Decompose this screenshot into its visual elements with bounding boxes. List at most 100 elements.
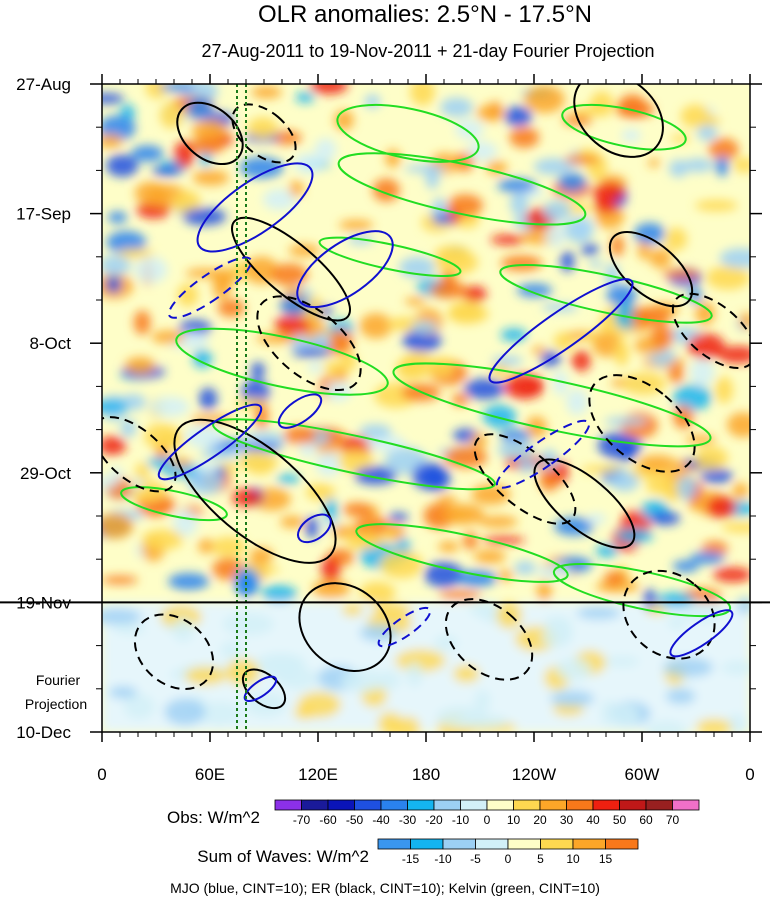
projection-patch — [164, 698, 206, 726]
mjo-contour — [167, 256, 253, 319]
colorbar-swatch — [377, 838, 411, 850]
anomaly-patch — [637, 238, 651, 261]
projection-patch — [736, 596, 750, 615]
anomaly-patch — [410, 84, 436, 106]
anomaly-patch — [557, 172, 587, 192]
er-contour — [133, 613, 215, 691]
x-tick-label: 60E — [195, 765, 225, 784]
colorbar-swatch — [672, 799, 700, 811]
anomaly-patch — [541, 303, 579, 312]
anomaly-patch — [708, 138, 739, 161]
anomaly-patch — [630, 307, 672, 326]
er-contour — [444, 598, 534, 681]
anomaly-patch — [466, 141, 498, 161]
anomaly-patch — [400, 351, 435, 379]
colorbar-tick-label: 60 — [639, 813, 653, 827]
anomaly-patch — [706, 495, 737, 519]
mjo-contour — [296, 230, 394, 309]
wave-colorbar-label: Sum of Waves: W/m^2 — [197, 847, 369, 866]
anomaly-patch — [231, 488, 263, 507]
anomaly-patch — [713, 567, 750, 583]
projection-patch — [474, 689, 491, 712]
anomaly-patch — [187, 470, 224, 495]
anomaly-patch — [685, 434, 717, 445]
colorbar-tick-label: -5 — [470, 852, 481, 866]
projection-patch — [225, 658, 260, 686]
kelvin-contour — [336, 103, 480, 163]
anomaly-patch — [307, 362, 323, 373]
anomaly-patch — [706, 265, 750, 290]
anomaly-patch — [533, 158, 574, 175]
anomaly-patch — [172, 190, 201, 216]
axis-ticks: 0 60E 120E 180 120W 60W 0 27-Aug 17-Sep 8-Oct 29-O… — [16, 74, 762, 784]
projection-patch — [386, 723, 404, 732]
anomaly-patch — [604, 417, 648, 426]
anomaly-patch — [102, 477, 120, 488]
y-tick-label: 27-Aug — [16, 75, 71, 94]
anomaly-patch — [338, 449, 374, 474]
anomaly-patch — [560, 250, 575, 273]
kelvin-contour — [392, 362, 712, 448]
anomaly-patch — [270, 263, 308, 287]
er-contour — [473, 433, 577, 525]
y-tick-label: 29-Oct — [20, 464, 71, 483]
anomaly-patch — [463, 285, 487, 303]
anomaly-patch — [714, 376, 734, 404]
mjo-contour — [669, 609, 734, 658]
colorbar-swatch — [354, 799, 382, 811]
er-contour — [608, 230, 694, 308]
projection-patch — [543, 615, 571, 631]
projection-patch — [277, 667, 317, 690]
projection-label-line1: Fourier — [36, 672, 81, 688]
x-tick-label: 60W — [625, 765, 660, 784]
anomaly-patch — [650, 324, 674, 348]
colorbar-tick-label: 0 — [505, 852, 512, 866]
projection-patch — [297, 691, 341, 718]
anomaly-patch — [545, 223, 566, 248]
anomaly-patch — [610, 471, 639, 492]
anomaly-patch — [733, 157, 750, 173]
projection-patch — [195, 701, 244, 726]
anomaly-patch — [464, 378, 505, 400]
anomaly-patch — [500, 328, 528, 342]
anomaly-patch — [581, 243, 599, 256]
anomaly-patch — [473, 549, 506, 564]
anomaly-patch — [134, 256, 168, 283]
obs-colorbar-label: Obs: W/m^2 — [167, 808, 260, 827]
anomaly-patch — [680, 104, 711, 128]
anomaly-patch — [168, 572, 210, 590]
anomaly-patch — [668, 363, 684, 384]
projection-patch — [541, 626, 572, 648]
anomaly-patch — [249, 547, 274, 565]
y-tick-label: 17-Sep — [16, 205, 71, 224]
anomaly-patch — [440, 97, 474, 118]
anomaly-patch — [670, 134, 691, 143]
anomaly-patch — [672, 560, 699, 573]
anomaly-patch — [689, 358, 715, 387]
colorbar-swatch — [605, 838, 639, 850]
colorbar-swatch — [572, 838, 606, 850]
x-tick-label: 0 — [745, 765, 754, 784]
anomaly-patch — [452, 393, 469, 406]
anomaly-patch — [146, 502, 178, 512]
colorbar-swatch — [407, 799, 435, 811]
projection-patch — [219, 641, 244, 659]
anomaly-patch — [504, 106, 533, 127]
anomaly-patch — [580, 465, 621, 474]
anomaly-patch — [330, 525, 355, 538]
anomaly-patch — [182, 207, 227, 226]
projection-patch — [549, 690, 595, 707]
er-contour — [102, 416, 177, 493]
colorbar-swatch — [486, 799, 514, 811]
anomaly-patch — [305, 516, 320, 539]
anomaly-patch — [364, 94, 381, 109]
projection-patch — [433, 635, 459, 652]
anomaly-patch — [514, 560, 536, 575]
anomaly-patch — [442, 503, 485, 525]
y-tick-label: 10-Dec — [16, 723, 71, 742]
colorbar-swatch — [592, 799, 620, 811]
projection-patch — [667, 616, 686, 630]
mjo-contour — [196, 162, 314, 253]
anomaly-patch — [719, 248, 750, 269]
